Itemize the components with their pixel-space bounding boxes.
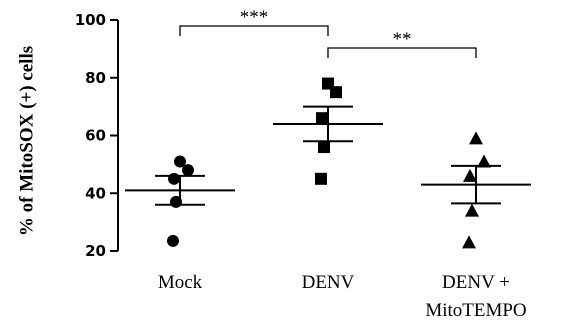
data-point	[170, 195, 182, 208]
data-point	[182, 164, 194, 177]
y-tick-label: 100	[75, 11, 106, 29]
significance-label: ***	[240, 7, 269, 28]
group-0	[125, 155, 235, 247]
data-point	[167, 234, 179, 247]
data-point	[168, 172, 180, 185]
y-tick-label: 20	[85, 242, 106, 260]
data-point	[477, 154, 491, 168]
category-label: DENV +	[442, 272, 510, 293]
group-2	[421, 131, 531, 249]
y-tick-label: 40	[85, 184, 106, 202]
axes: 20 40 60 80 100	[75, 11, 119, 260]
data-point	[330, 86, 342, 99]
significance-label: **	[393, 29, 412, 50]
significance-brackets: *****	[179, 7, 477, 58]
bracket-line	[179, 25, 329, 36]
category-labels: Mock DENV DENV + MitoTEMPO	[158, 272, 527, 321]
data-point	[318, 141, 330, 154]
data-point	[315, 172, 327, 185]
sig-bracket: **	[327, 29, 477, 58]
data-point	[463, 168, 477, 182]
group-1	[273, 77, 383, 185]
y-axis-title: % of MitoSOX (+) cells	[17, 46, 38, 236]
category-label: DENV	[302, 272, 355, 293]
category-label: MitoTEMPO	[425, 300, 526, 321]
data-point	[462, 235, 476, 249]
plot-area	[125, 77, 531, 249]
category-label: Mock	[158, 272, 203, 293]
data-point	[465, 203, 479, 217]
data-point	[174, 155, 186, 168]
y-tick-label: 60	[85, 127, 106, 145]
data-point	[469, 131, 483, 145]
data-point	[316, 112, 328, 125]
bracket-line	[327, 47, 477, 58]
y-tick-label: 80	[85, 69, 106, 87]
sig-bracket: ***	[179, 7, 329, 36]
